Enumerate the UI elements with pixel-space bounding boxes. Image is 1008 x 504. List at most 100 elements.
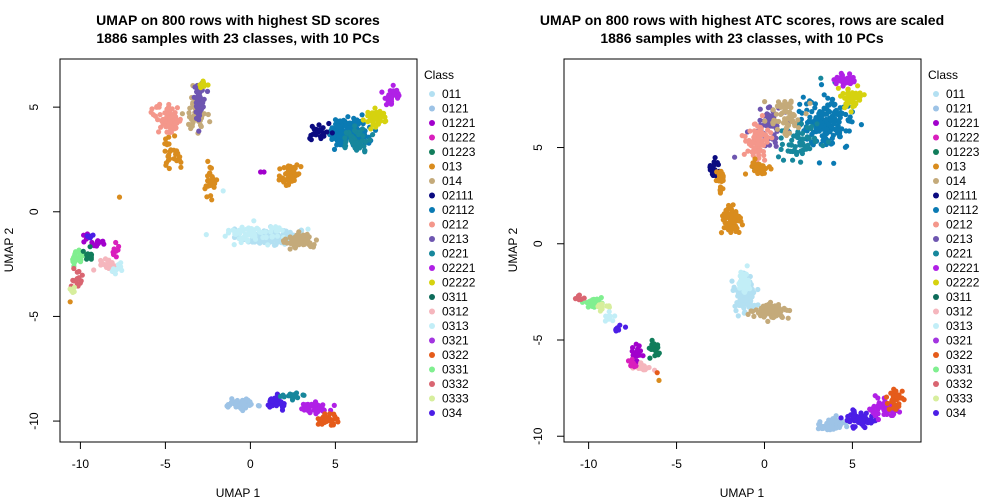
legend-label-013: 013 bbox=[946, 160, 966, 174]
point-0221 bbox=[808, 124, 815, 130]
point-0322 bbox=[894, 394, 900, 400]
point-013 bbox=[766, 164, 773, 170]
point-02112 bbox=[822, 133, 828, 139]
point-0212 bbox=[769, 135, 775, 141]
legend-swatch-01221 bbox=[429, 120, 435, 126]
point-0213 bbox=[200, 100, 206, 106]
point-0312 bbox=[98, 259, 104, 265]
point-02222 bbox=[842, 105, 848, 111]
point-013 bbox=[733, 228, 739, 234]
point-034 bbox=[622, 324, 629, 330]
point-013 bbox=[750, 160, 756, 166]
point-034 bbox=[265, 402, 271, 408]
legend-label-0322: 0322 bbox=[946, 348, 973, 362]
point-0322 bbox=[901, 397, 907, 403]
point-02111 bbox=[311, 126, 317, 132]
legend-title: Class bbox=[424, 68, 454, 82]
point-0312 bbox=[638, 360, 644, 366]
legend-swatch-01223 bbox=[429, 149, 435, 155]
legend-swatch-02112 bbox=[429, 207, 435, 213]
point-02221 bbox=[870, 410, 876, 416]
point-0313 bbox=[256, 229, 262, 235]
legend-label-014: 014 bbox=[946, 174, 966, 188]
point-0221 bbox=[363, 139, 369, 145]
point-01221 bbox=[633, 341, 639, 347]
point-014 bbox=[785, 315, 791, 321]
point-034 bbox=[615, 326, 622, 332]
point-013 bbox=[759, 163, 766, 169]
point-0221 bbox=[791, 147, 798, 153]
point-02221 bbox=[300, 401, 306, 407]
point-0313 bbox=[238, 235, 244, 241]
point-0212 bbox=[743, 138, 749, 144]
legend-title: Class bbox=[928, 68, 958, 82]
point-02221 bbox=[875, 416, 882, 423]
point-0313 bbox=[245, 237, 251, 243]
point-0121 bbox=[228, 401, 234, 407]
point-034 bbox=[851, 413, 857, 419]
point-0313 bbox=[263, 234, 269, 240]
point-0213 bbox=[195, 115, 201, 121]
point-011 bbox=[287, 229, 293, 235]
point-034 bbox=[281, 403, 287, 409]
legend-label-02221: 02221 bbox=[442, 261, 476, 275]
legend-label-0313: 0313 bbox=[442, 319, 469, 333]
point-013 bbox=[277, 166, 283, 172]
point-02222 bbox=[853, 101, 859, 107]
point-034 bbox=[860, 420, 866, 426]
point-0332 bbox=[70, 277, 76, 283]
point-013 bbox=[722, 220, 728, 226]
point-014 bbox=[770, 107, 776, 113]
point-0221 bbox=[791, 133, 797, 139]
legend-label-02111: 02111 bbox=[946, 189, 978, 203]
point-0322 bbox=[893, 406, 899, 412]
point-013 bbox=[294, 162, 300, 168]
point-0332 bbox=[578, 296, 584, 302]
point-014 bbox=[186, 110, 192, 116]
point-02112 bbox=[844, 143, 850, 149]
legend-label-0212: 0212 bbox=[946, 218, 973, 232]
point-0121 bbox=[255, 403, 261, 409]
point-0212 bbox=[761, 152, 767, 158]
point-0221 bbox=[814, 121, 820, 127]
point-013 bbox=[298, 164, 304, 170]
legend-swatch-01222 bbox=[933, 134, 939, 141]
point-02112 bbox=[346, 120, 352, 126]
point-0121 bbox=[233, 402, 239, 409]
y-tick-label: -10 bbox=[27, 412, 41, 430]
point-02112 bbox=[828, 101, 834, 107]
point-013 bbox=[285, 167, 291, 173]
point-02222 bbox=[853, 95, 859, 101]
point-0313 bbox=[737, 285, 743, 291]
point-02112 bbox=[822, 105, 828, 112]
legend-swatch-034 bbox=[429, 410, 435, 416]
point-02221 bbox=[331, 402, 337, 408]
point-034 bbox=[850, 425, 857, 431]
point-02222 bbox=[840, 90, 846, 97]
point-02112 bbox=[832, 116, 838, 122]
point-0322 bbox=[324, 415, 330, 422]
point-0213 bbox=[732, 154, 738, 160]
point-0212 bbox=[755, 137, 761, 143]
chart-title-line1: UMAP on 800 rows with highest ATC scores… bbox=[540, 12, 944, 28]
point-02221 bbox=[831, 77, 837, 83]
point-02111 bbox=[317, 127, 323, 133]
point-02112 bbox=[816, 160, 823, 166]
point-02221 bbox=[847, 71, 853, 77]
point-0333 bbox=[71, 284, 77, 290]
point-011 bbox=[737, 302, 743, 308]
chart-title-line2: 1886 samples with 23 classes, with 10 PC… bbox=[96, 30, 379, 46]
point-02112 bbox=[828, 124, 835, 130]
point-013 bbox=[166, 134, 172, 140]
point-02221 bbox=[382, 95, 388, 101]
y-tick-label: -5 bbox=[531, 334, 545, 345]
point-02112 bbox=[830, 132, 837, 138]
x-tick-label: 5 bbox=[849, 457, 856, 471]
point-013 bbox=[727, 221, 733, 227]
legend-label-0312: 0312 bbox=[442, 305, 469, 319]
y-tick-label: -10 bbox=[531, 427, 545, 445]
point-0322 bbox=[893, 388, 899, 394]
point-013 bbox=[755, 170, 761, 176]
legend-label-034: 034 bbox=[442, 406, 462, 420]
